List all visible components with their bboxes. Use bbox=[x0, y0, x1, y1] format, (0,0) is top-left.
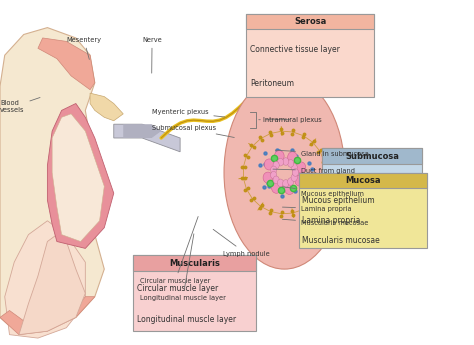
Text: Lamina propria: Lamina propria bbox=[283, 206, 352, 212]
Polygon shape bbox=[47, 104, 114, 248]
Text: Mucosa: Mucosa bbox=[345, 176, 380, 185]
FancyBboxPatch shape bbox=[299, 172, 427, 248]
Ellipse shape bbox=[254, 123, 315, 222]
Text: Longitudinal muscle layer: Longitudinal muscle layer bbox=[140, 234, 226, 302]
Ellipse shape bbox=[277, 179, 283, 187]
Text: Duct from gland: Duct from gland bbox=[273, 168, 355, 174]
Text: Peritoneum: Peritoneum bbox=[250, 79, 294, 88]
Text: Muscularis mucosae: Muscularis mucosae bbox=[302, 236, 380, 245]
Text: Intramural plexus: Intramural plexus bbox=[263, 117, 322, 123]
Text: Mucous epithelium: Mucous epithelium bbox=[283, 187, 364, 197]
Text: Submucosal plexus: Submucosal plexus bbox=[152, 125, 234, 137]
Ellipse shape bbox=[264, 159, 274, 170]
Text: Connective tissue layer: Connective tissue layer bbox=[250, 45, 340, 54]
Ellipse shape bbox=[248, 114, 320, 231]
Ellipse shape bbox=[288, 178, 294, 185]
Text: Myenteric plexus: Myenteric plexus bbox=[152, 109, 225, 117]
Ellipse shape bbox=[277, 158, 283, 166]
Ellipse shape bbox=[288, 160, 294, 167]
Polygon shape bbox=[38, 38, 95, 90]
Ellipse shape bbox=[238, 97, 331, 248]
Polygon shape bbox=[90, 93, 123, 121]
Ellipse shape bbox=[283, 180, 289, 187]
Text: Gland in submucosa: Gland in submucosa bbox=[275, 150, 369, 157]
Text: Mucous epithelium: Mucous epithelium bbox=[302, 196, 375, 205]
Ellipse shape bbox=[224, 76, 345, 269]
FancyBboxPatch shape bbox=[299, 172, 427, 188]
Text: Muscularis mucosae: Muscularis mucosae bbox=[283, 219, 368, 226]
Polygon shape bbox=[52, 114, 104, 242]
Ellipse shape bbox=[285, 184, 294, 195]
Polygon shape bbox=[19, 235, 85, 335]
Text: Lymph nodule: Lymph nodule bbox=[213, 229, 270, 257]
FancyBboxPatch shape bbox=[246, 14, 374, 29]
Ellipse shape bbox=[296, 162, 306, 173]
FancyBboxPatch shape bbox=[246, 14, 374, 97]
Ellipse shape bbox=[295, 175, 304, 186]
Text: Mesentery: Mesentery bbox=[66, 37, 101, 59]
Ellipse shape bbox=[272, 182, 281, 193]
Polygon shape bbox=[0, 297, 95, 335]
Text: Serosa: Serosa bbox=[294, 17, 327, 26]
Text: Longitudinal muscle layer: Longitudinal muscle layer bbox=[137, 315, 236, 324]
Ellipse shape bbox=[263, 172, 273, 183]
Text: Circular muscle layer: Circular muscle layer bbox=[137, 284, 218, 294]
Ellipse shape bbox=[291, 174, 297, 181]
Text: Circular muscle layer: Circular muscle layer bbox=[140, 217, 210, 284]
Ellipse shape bbox=[291, 164, 297, 171]
FancyBboxPatch shape bbox=[322, 148, 422, 176]
FancyBboxPatch shape bbox=[133, 255, 256, 271]
Ellipse shape bbox=[262, 136, 307, 209]
Polygon shape bbox=[114, 124, 180, 152]
Ellipse shape bbox=[273, 176, 279, 184]
Polygon shape bbox=[5, 221, 85, 338]
Ellipse shape bbox=[271, 166, 277, 174]
Ellipse shape bbox=[274, 150, 284, 161]
Text: Submucosa: Submucosa bbox=[345, 151, 399, 161]
Ellipse shape bbox=[288, 152, 297, 163]
Text: Nerve: Nerve bbox=[142, 37, 162, 73]
Polygon shape bbox=[0, 28, 104, 335]
Ellipse shape bbox=[271, 171, 277, 179]
Ellipse shape bbox=[271, 150, 298, 195]
Ellipse shape bbox=[231, 86, 338, 259]
FancyBboxPatch shape bbox=[322, 148, 422, 164]
Ellipse shape bbox=[292, 169, 299, 176]
Ellipse shape bbox=[273, 161, 279, 169]
FancyBboxPatch shape bbox=[133, 255, 256, 331]
Polygon shape bbox=[123, 124, 161, 138]
Text: Lamina propria: Lamina propria bbox=[302, 216, 361, 225]
Ellipse shape bbox=[283, 158, 289, 165]
Text: Blood
vessels: Blood vessels bbox=[0, 98, 40, 114]
Ellipse shape bbox=[292, 169, 299, 176]
Text: Muscularis: Muscularis bbox=[169, 258, 220, 268]
